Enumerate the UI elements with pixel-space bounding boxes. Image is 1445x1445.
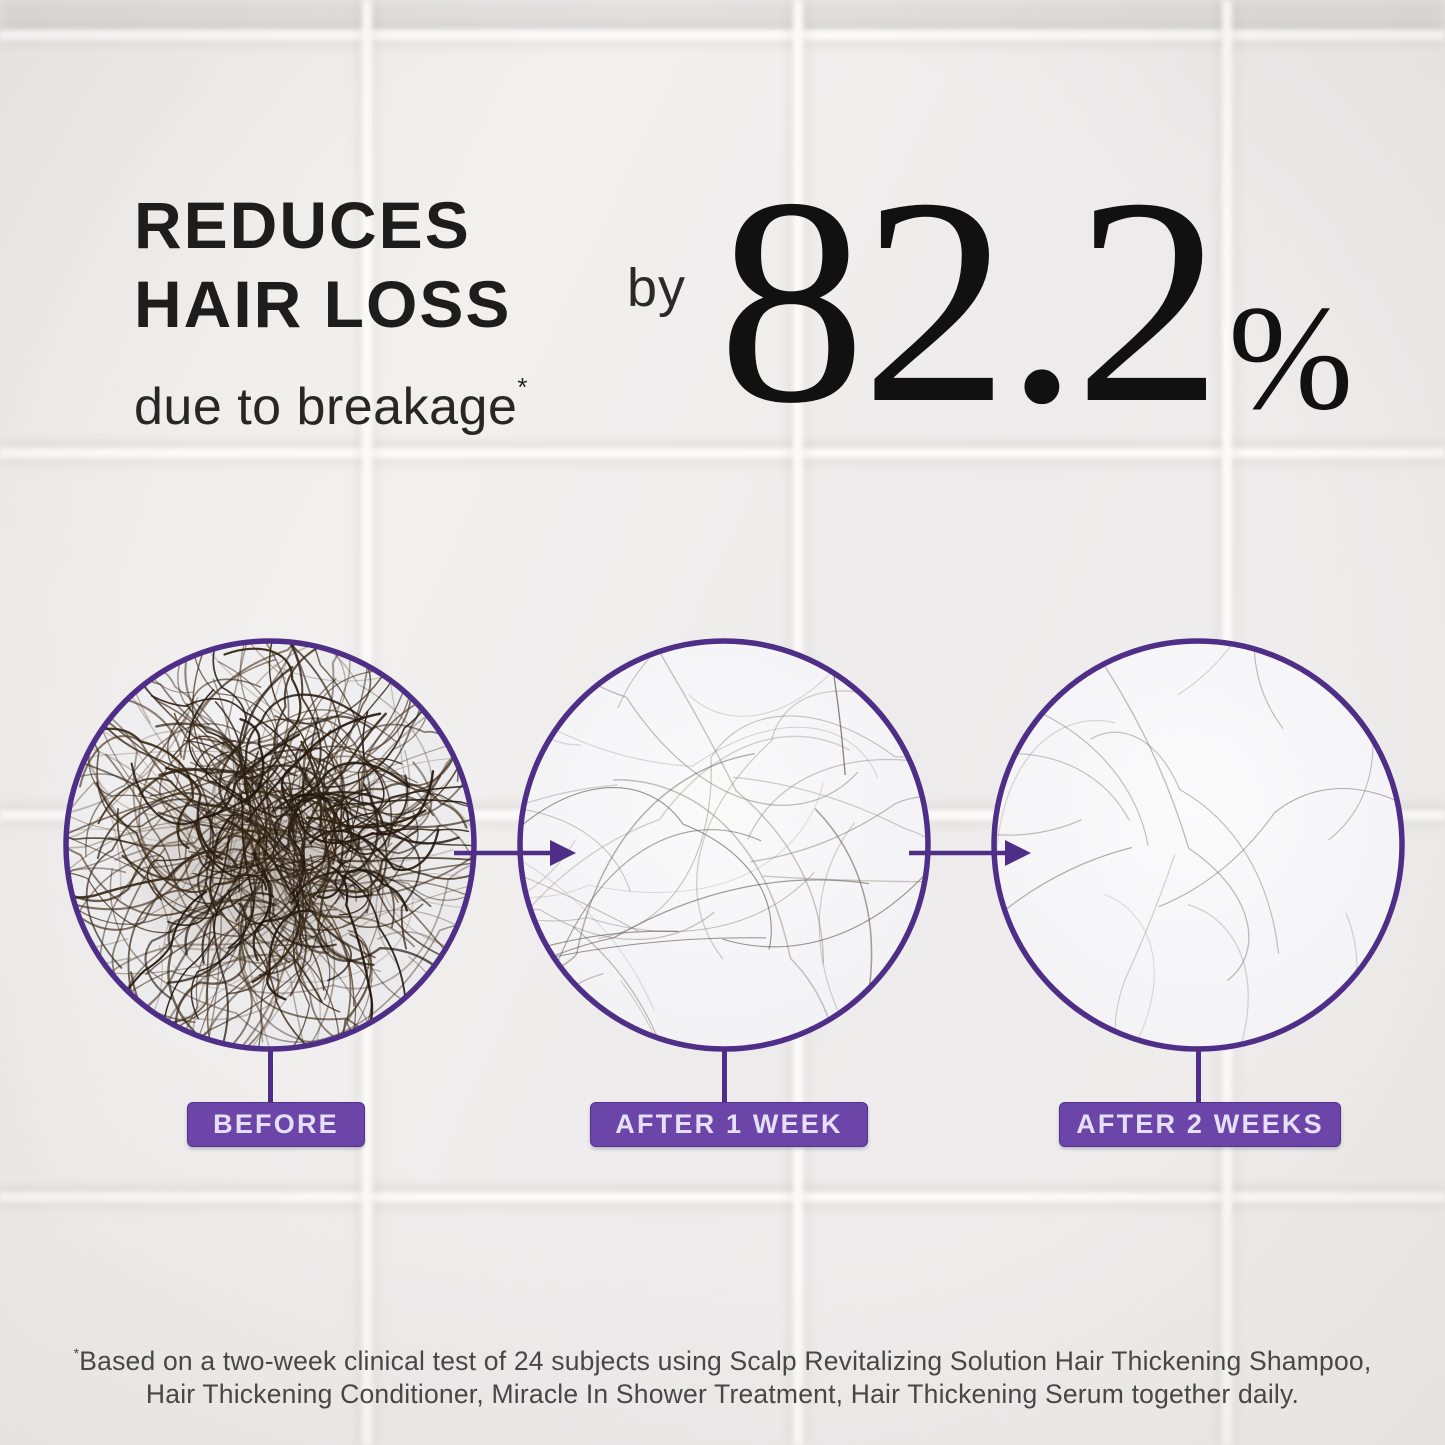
headline-subline: due to breakage* [134, 357, 527, 437]
photo-background [994, 641, 1402, 1049]
stage-connector-line [268, 1049, 273, 1105]
stage-label-after-1-week: AFTER 1 WEEK [590, 1102, 868, 1147]
stage-photo-before [63, 638, 477, 1052]
hair-strands-light [521, 642, 927, 1048]
stage-label-before: BEFORE [187, 1102, 365, 1147]
progress-arrow-icon [454, 840, 576, 866]
stat-value: 82.2 [718, 137, 1222, 464]
footnote-marker: * [73, 1345, 80, 1361]
stat-unit: % [1228, 275, 1354, 441]
footnote-line1-text: Based on a two-week clinical test of 24 … [79, 1346, 1372, 1376]
stage-connector-line [722, 1049, 727, 1105]
hair-clump-heavy [67, 642, 473, 1048]
progress-arrow-icon [909, 840, 1031, 866]
headline-footnote-marker: * [517, 372, 528, 402]
footnote-line2: Hair Thickening Conditioner, Miracle In … [145, 1379, 1300, 1409]
headline-line1: REDUCES [134, 188, 471, 262]
tile-grout-line [0, 30, 1445, 40]
stage-photo-after-1-week [517, 638, 931, 1052]
photo-background [520, 641, 928, 1049]
headline: REDUCES HAIR LOSS due to breakage* [134, 186, 527, 437]
stat: 82.2% [718, 153, 1354, 448]
footnote: *Based on a two-week clinical test of 24… [0, 1337, 1445, 1411]
headline-subline-text: due to breakage [134, 378, 518, 436]
stat-prefix: by [627, 258, 687, 318]
stage-photo-after-2-weeks [991, 638, 1405, 1052]
stage-label-after-2-weeks: AFTER 2 WEEKS [1059, 1102, 1341, 1147]
stage-connector-line [1196, 1049, 1201, 1105]
footnote-line1: *Based on a two-week clinical test of 24… [0, 1337, 1445, 1378]
tile-grout-line [0, 1192, 1445, 1202]
headline-line2: HAIR LOSS [134, 267, 512, 341]
